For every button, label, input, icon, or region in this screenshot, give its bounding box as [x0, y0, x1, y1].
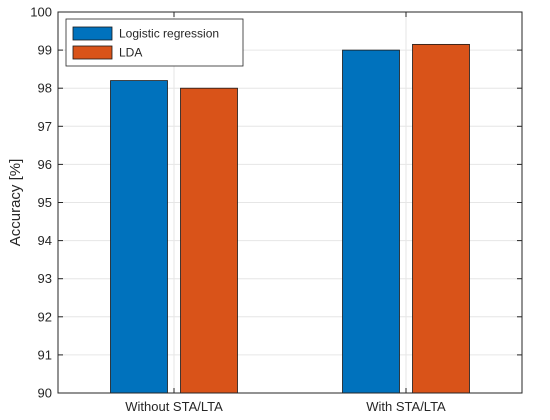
legend-label: LDA	[119, 46, 142, 60]
x-axis-ticks: Without STA/LTA With STA/LTA	[125, 12, 446, 414]
y-axis-label: Accuracy [%]	[7, 159, 24, 247]
legend-label: Logistic regression	[119, 27, 219, 41]
y-tick-label: 90	[38, 386, 52, 401]
bar	[180, 87, 238, 394]
y-tick-label: 99	[38, 43, 52, 58]
y-tick-label: 98	[38, 81, 52, 96]
bar	[412, 43, 470, 394]
y-tick-label: 94	[38, 233, 52, 248]
legend-swatch	[72, 45, 113, 60]
y-axis-ticks: 90 91 92 93 94 95 96 97 98 99 100	[30, 5, 522, 401]
bar	[342, 49, 400, 394]
y-tick-label: 96	[38, 157, 52, 172]
x-tick-label: With STA/LTA	[366, 399, 446, 414]
legend-swatch	[72, 26, 113, 41]
x-tick-label: Without STA/LTA	[125, 399, 223, 414]
y-tick-label: 92	[38, 309, 52, 324]
y-tick-label: 100	[30, 5, 52, 20]
bars	[110, 43, 470, 394]
bar	[110, 80, 168, 394]
y-tick-label: 97	[38, 119, 52, 134]
legend: Logistic regression LDA	[65, 18, 244, 67]
y-tick-label: 93	[38, 271, 52, 286]
y-tick-label: 91	[38, 347, 52, 362]
y-tick-label: 95	[38, 195, 52, 210]
